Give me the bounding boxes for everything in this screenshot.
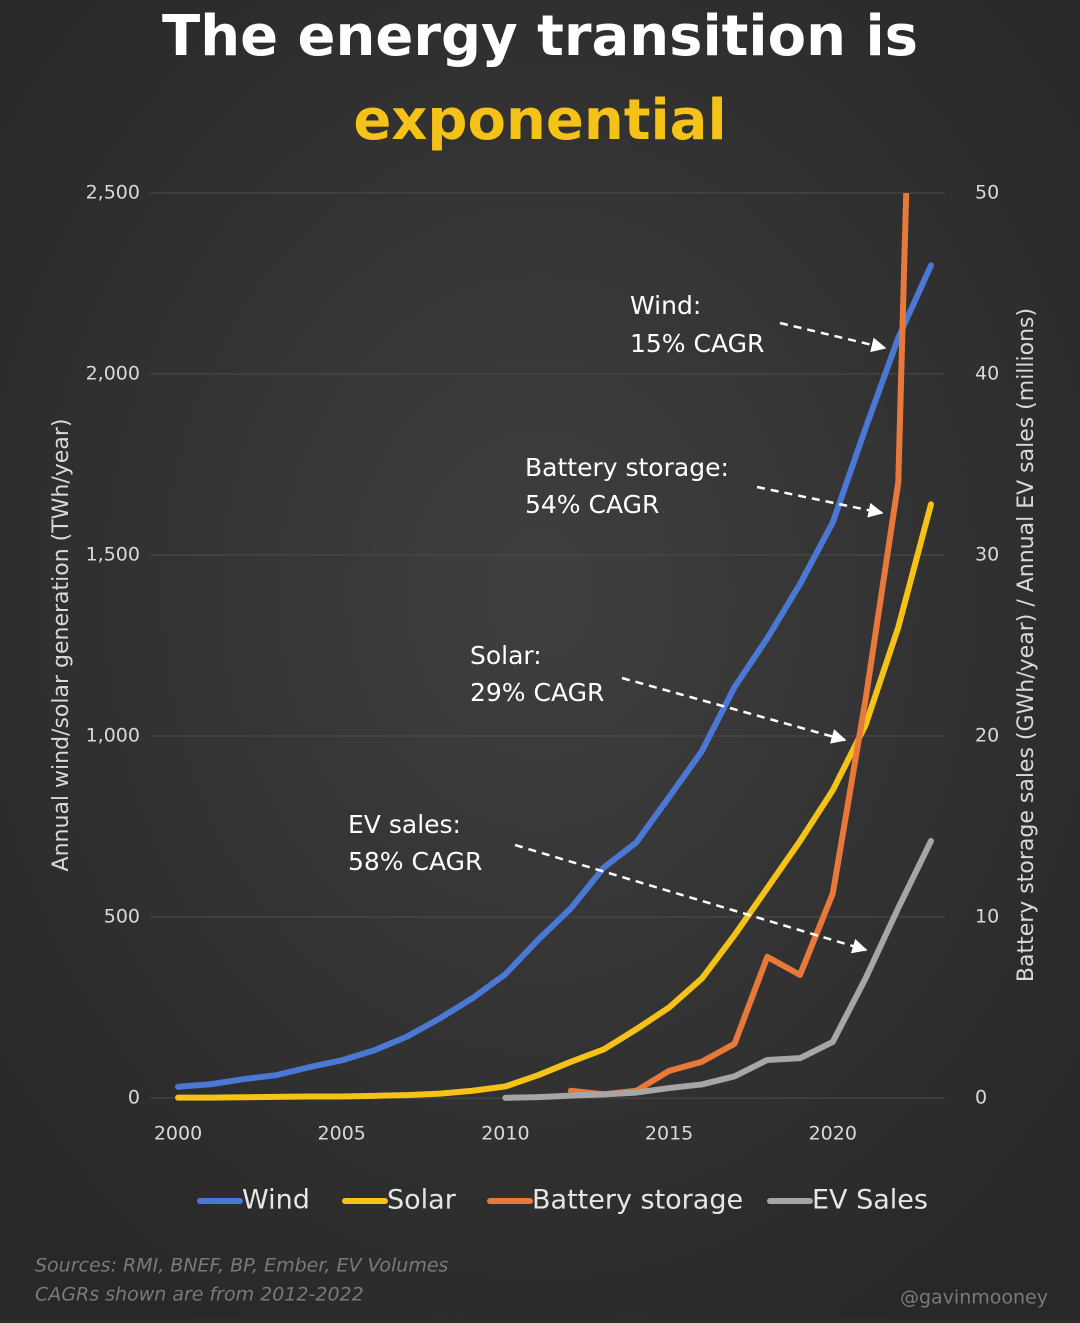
annotation-arrow: [514, 843, 868, 954]
y2-tick-label: 50: [975, 182, 999, 204]
annotation: Solar:: [470, 641, 542, 670]
y2-tick-label: 40: [975, 363, 999, 385]
y-tick-label: 1,000: [86, 725, 140, 747]
annotation: Battery storage:: [525, 453, 729, 482]
legend-label: Solar: [387, 1185, 457, 1216]
y-tick-label: 2,500: [86, 182, 140, 204]
y-tick-label: 2,000: [86, 363, 140, 385]
legend-label: EV Sales: [812, 1185, 928, 1216]
y-axis-title: Annual wind/solar generation (TWh/year): [49, 419, 74, 872]
y-tick-label: 1,500: [86, 544, 140, 566]
y2-tick-label: 0: [975, 1087, 987, 1109]
series-line: [175, 262, 934, 1090]
annotation: 58% CAGR: [348, 847, 482, 876]
annotation-arrow: [621, 676, 847, 744]
x-tick-label: 2010: [481, 1123, 529, 1145]
source-note: CAGRs shown are from 2012-2022: [35, 1284, 364, 1306]
legend-label: Battery storage: [532, 1185, 743, 1216]
x-tick-label: 2015: [645, 1123, 693, 1145]
chart-title: The energy transition is: [162, 4, 918, 69]
x-tick-label: 2000: [154, 1123, 202, 1145]
annotation: 15% CAGR: [630, 329, 764, 358]
annotation: Wind:: [630, 291, 701, 320]
y-tick-label: 500: [104, 906, 140, 928]
source-note: Sources: RMI, BNEF, BP, Ember, EV Volume…: [35, 1255, 449, 1277]
y2-tick-label: 20: [975, 725, 999, 747]
y2-tick-label: 10: [975, 906, 999, 928]
chart-title: exponential: [353, 88, 726, 153]
x-tick-label: 2020: [809, 1123, 857, 1145]
y-tick-label: 0: [128, 1087, 140, 1109]
series-line: [175, 501, 934, 1101]
legend-label: Wind: [242, 1185, 310, 1216]
annotation: 54% CAGR: [525, 490, 659, 519]
y2-axis-title: Battery storage sales (GWh/year) / Annua…: [1014, 308, 1039, 982]
annotation-arrow: [756, 485, 884, 518]
annotation-arrow: [779, 321, 887, 353]
credit: @gavinmooney: [900, 1287, 1048, 1309]
annotation: EV sales:: [348, 810, 461, 839]
y2-tick-label: 30: [975, 544, 999, 566]
x-tick-label: 2005: [318, 1123, 366, 1145]
annotation: 29% CAGR: [470, 678, 604, 707]
series-line: [502, 837, 934, 1101]
